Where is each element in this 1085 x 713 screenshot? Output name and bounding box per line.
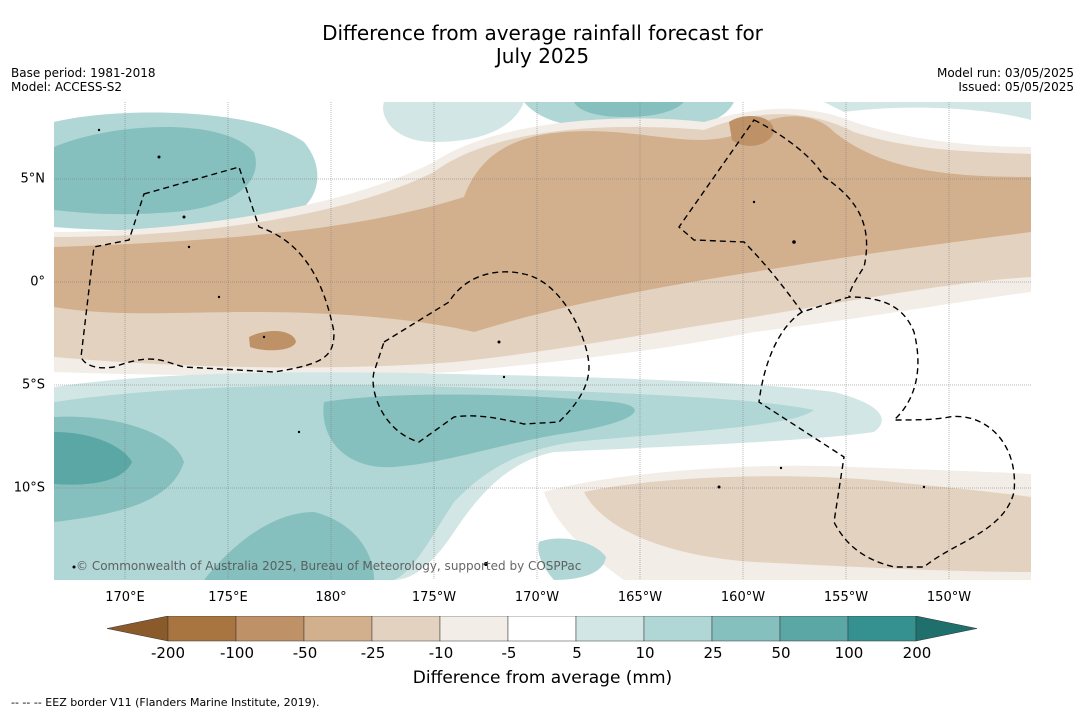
colorbar [107,616,978,642]
eez-border-east [678,119,868,313]
lat-label-0: 0° [30,274,45,290]
colorbar-tick: 100 [834,644,864,662]
colorbar-tick: -10 [428,644,454,662]
wet-anomaly-south-bottom [204,512,374,580]
colorbar-tick: -100 [219,644,255,662]
colorbar-tick: 50 [771,644,791,662]
eez-border-central [372,271,590,443]
colorbar-segment [575,616,645,642]
wet-anomaly-top-center [383,102,524,142]
colorbar-tick: -5 [501,644,517,662]
islands [72,128,926,569]
rainfall-anomaly-map [54,102,1031,580]
colorbar-extend-high [915,616,978,642]
lat-label-10s: 10°S [13,480,45,496]
dry-anomaly-blob-small [249,330,296,351]
lon-label-160w: 160°W [720,590,766,605]
lon-label-175w: 175°W [411,590,457,605]
colorbar-segment [235,616,305,642]
colorbar-tick: 5 [572,644,582,662]
colorbar-tick: -25 [360,644,386,662]
wet-anomaly-core-north [54,127,256,215]
colorbar-tick: 10 [635,644,655,662]
colorbar-segment [507,616,577,642]
colorbar-segment [711,616,781,642]
eez-legend-note: -- -- -- EEZ border V11 (Flanders Marine… [11,696,320,709]
lon-label-170e: 170°E [105,590,145,605]
lon-label-180: 180° [315,590,347,605]
wet-anomaly-top-right-core [574,102,684,117]
wet-anomaly-south-core [323,394,635,468]
colorbar-segment [303,616,373,642]
model-run-text: Model run: 03/05/2025 [936,66,1074,80]
map-svg [54,102,1031,580]
colorbar-segment [439,616,509,642]
lon-label-175e: 175°E [208,590,248,605]
lon-label-155w: 155°W [823,590,869,605]
colorbar-segment [371,616,441,642]
wet-anomaly-south-west-core [54,432,132,485]
lat-label-5s: 5°S [21,377,45,393]
dry-anomaly-band-core [54,116,1031,332]
eez-border-kiribati-west [80,166,335,373]
colorbar-segment [847,616,917,642]
colorbar-tick: -50 [292,644,318,662]
lon-label-170w: 170°W [514,590,560,605]
eez-border-south-east [758,296,1016,568]
copyright-text: © Commonwealth of Australia 2025, Bureau… [76,559,582,573]
colorbar-extend-low [107,616,169,642]
colorbar-segment [643,616,713,642]
map-title-line2: July 2025 [495,44,590,68]
colorbar-label: Difference from average (mm) [412,668,673,688]
lat-label-5n: 5°N [20,171,46,187]
lon-label-165w: 165°W [617,590,663,605]
issued-text: Issued: 05/05/2025 [958,80,1074,94]
colorbar-tick: 200 [902,644,932,662]
model-text: Model: ACCESS-S2 [11,80,123,94]
colorbar-tick: -200 [150,644,186,662]
base-period-text: Base period: 1981-2018 [11,66,156,80]
wet-anomaly-top-far-right [824,102,1031,120]
eez-borders [80,119,1016,568]
wet-anomaly-bottom-small [538,538,606,580]
colorbar-tick: 25 [703,644,723,662]
lon-label-150w: 150°W [926,590,972,605]
colorbar-segment [779,616,849,642]
dry-anomaly-blob-right-top [729,116,774,146]
metadata-left: Base period: 1981-2018 Model: ACCESS-S2 [11,66,156,94]
colorbar-segment [167,616,237,642]
map-title-line1: Difference from average rainfall forecas… [322,21,763,45]
metadata-right: Model run: 03/05/2025 Issued: 05/05/2025 [937,66,1074,94]
dry-anomaly-band-south [584,476,1031,572]
